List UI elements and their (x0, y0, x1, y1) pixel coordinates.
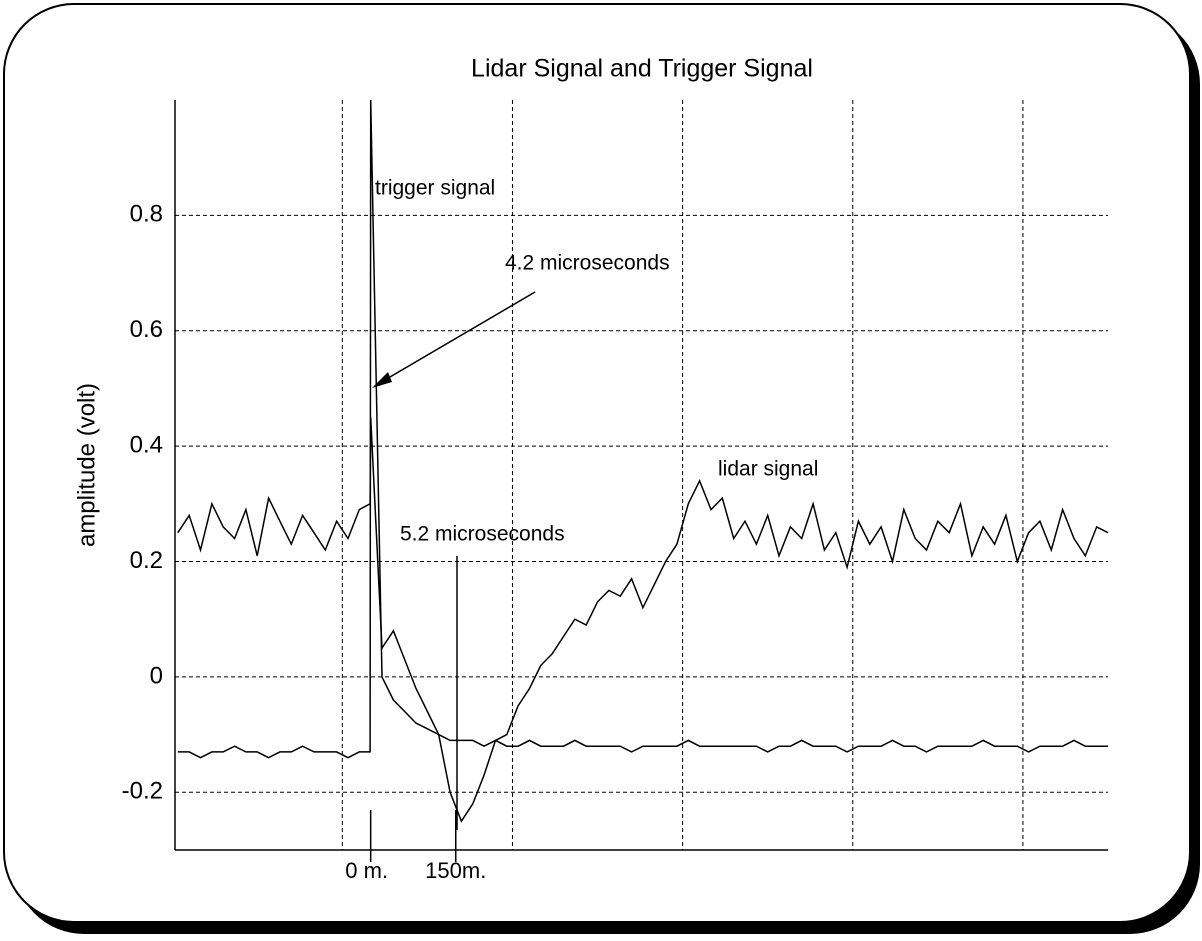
y-tick-label: 0.8 (130, 201, 163, 228)
x-tick-label: 0 m. (345, 858, 388, 883)
annotation: lidar signal (718, 458, 818, 481)
series-line (177, 417, 1109, 823)
annotation-arrow (377, 291, 536, 385)
y-tick-label: 0.2 (130, 547, 163, 574)
y-tick-label: 0 (150, 662, 163, 689)
y-tick-label: 0.6 (130, 316, 163, 343)
y-axis-label: amplitude (volt) (73, 383, 100, 547)
y-tick-label: -0.2 (122, 778, 163, 805)
y-tick-label: 0.4 (130, 431, 163, 458)
annotation: 5.2 microseconds (400, 523, 565, 546)
x-tick-label: 150m. (425, 858, 486, 883)
series-line (177, 99, 1108, 759)
annotation: 4.2 microseconds (505, 252, 670, 275)
frame (3, 3, 1191, 923)
chart-title: Lidar Signal and Trigger Signal (471, 55, 813, 83)
annotation: trigger signal (375, 177, 495, 200)
